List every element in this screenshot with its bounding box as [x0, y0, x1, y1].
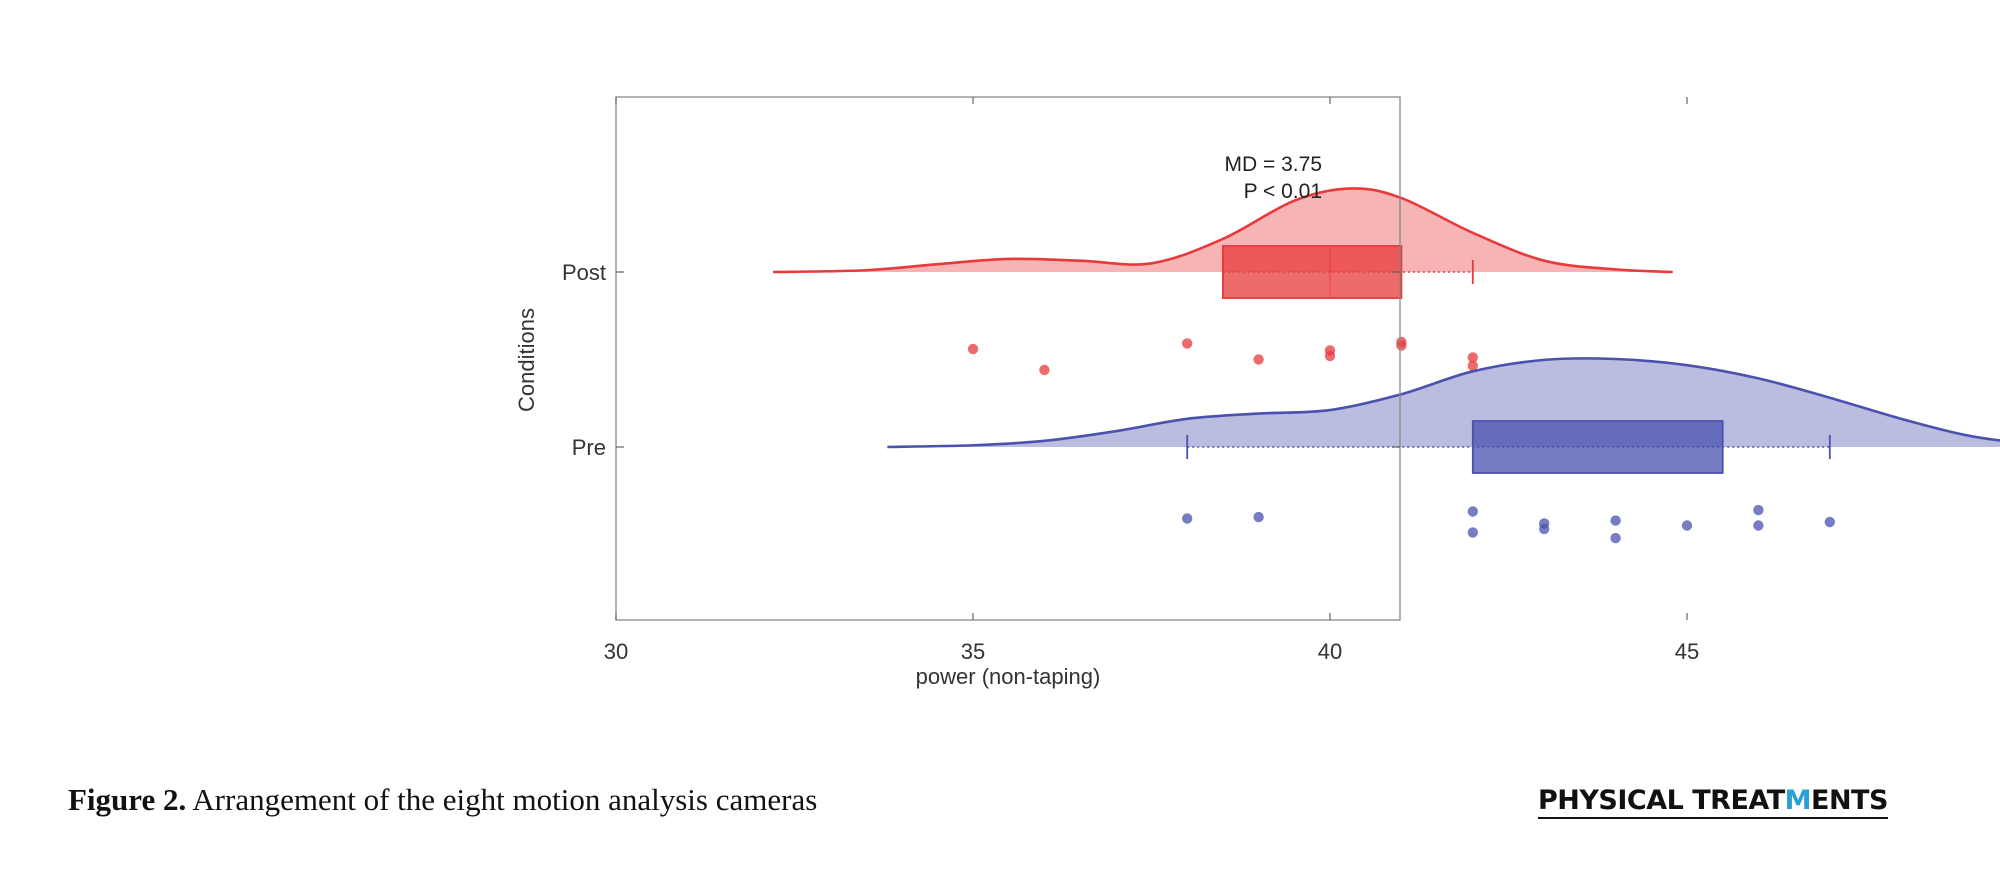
- data-point-pre: [1182, 513, 1193, 524]
- data-point-pre: [1467, 506, 1479, 517]
- box-post: [1222, 245, 1403, 299]
- caption-label: Figure 2.: [68, 782, 187, 817]
- data-point-post: [1182, 338, 1193, 349]
- data-point-post: [1039, 364, 1050, 376]
- x-axis-title: power (non-taping): [916, 664, 1101, 689]
- x-tick-label: 30: [604, 639, 628, 664]
- plot-frame: [615, 96, 1401, 621]
- x-tick-label: 40: [1318, 639, 1342, 664]
- data-point-post: [1324, 350, 1336, 362]
- box-pre: [1471, 420, 1724, 474]
- data-point-pre: [1610, 515, 1621, 526]
- series-pre: [887, 357, 2000, 544]
- data-point-pre: [1753, 504, 1764, 516]
- data-point-post: [1253, 354, 1264, 365]
- plot-area: [773, 187, 2000, 544]
- figure-caption: Figure 2. Arrangement of the eight motio…: [68, 782, 817, 818]
- data-point-pre: [1539, 523, 1550, 535]
- data-point-pre: [1253, 511, 1264, 523]
- caption-text: Arrangement of the eight motion analysis…: [192, 782, 818, 817]
- density-fill-pre: [887, 358, 2000, 447]
- journal-logo: PHYSICAL TREATMENTS: [1538, 785, 1918, 825]
- logo-text: PHYSICAL TREATMENTS: [1538, 785, 1888, 819]
- density-outline-post: [773, 187, 1673, 274]
- data-point-pre: [1753, 520, 1764, 531]
- data-point-pre: [1681, 520, 1693, 531]
- annotation: P < 0.01: [1244, 180, 1322, 203]
- data-point-post: [1467, 360, 1479, 371]
- x-tick-label: 35: [961, 639, 985, 664]
- data-point-post: [1467, 352, 1479, 363]
- density-fill-post: [773, 188, 1673, 272]
- y-tick-label-pre: Pre: [572, 435, 606, 460]
- x-tick-label: 45: [1675, 639, 1699, 664]
- y-axis-title: Conditions: [514, 308, 539, 412]
- data-point-post: [967, 343, 979, 355]
- logo-accent-letter: M: [1784, 785, 1812, 816]
- data-point-pre: [1467, 527, 1479, 538]
- data-point-pre: [1610, 532, 1621, 544]
- data-point-pre: [1824, 516, 1836, 528]
- annotation: MD = 3.75: [1225, 153, 1322, 176]
- y-tick-label-post: Post: [562, 260, 606, 285]
- density-outline-pre: [887, 357, 2000, 449]
- data-point-post: [1396, 340, 1407, 351]
- axes: 3035404550power (non-taping)ConditionsPo…: [514, 96, 1699, 689]
- series-post: [773, 187, 1673, 376]
